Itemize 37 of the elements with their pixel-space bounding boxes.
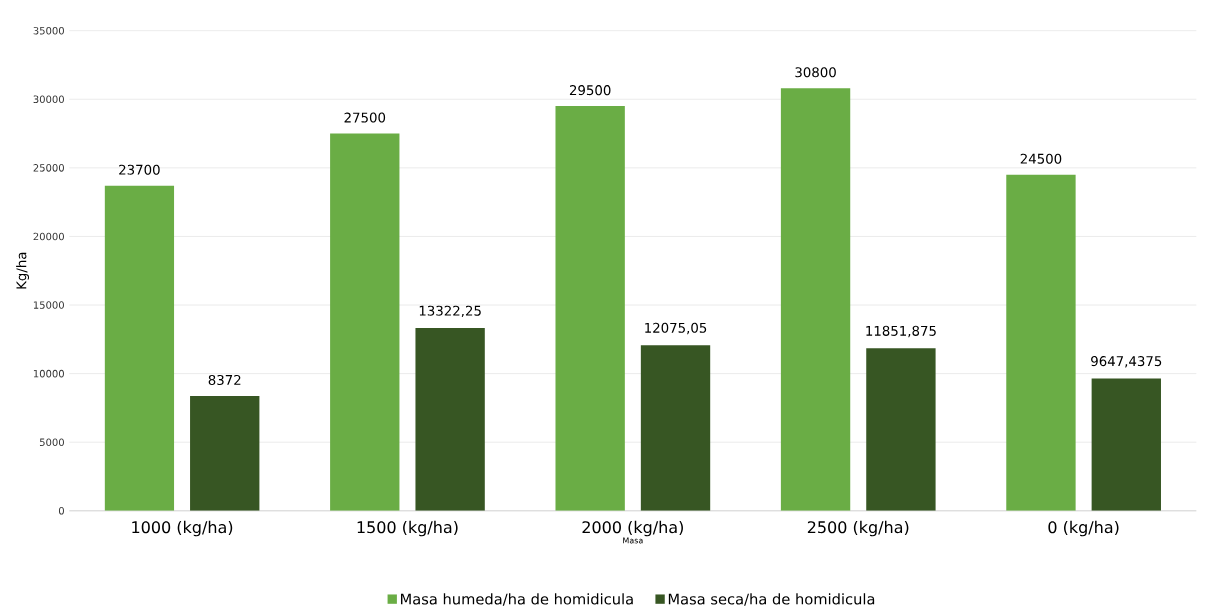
data-label: 29500 [569,85,611,96]
bar [104,185,175,511]
y-tick-label: 20000 [33,232,64,241]
x-tick-label: 1000 (kg/ha) [132,520,233,537]
x-tick-label: 0 (kg/ha) [1048,520,1119,537]
data-label: 30800 [795,67,836,78]
y-tick-label: 5000 [39,438,64,447]
y-tick-label: 0 [58,507,64,515]
y-axis-title: Kg/ha [16,252,30,289]
bar [1006,174,1076,511]
bar [780,88,851,511]
bar [415,328,485,511]
x-axis-title: Masa [623,537,643,544]
y-tick-label: 10000 [33,369,64,378]
legend-label: Masa seca/ha de homidicula [668,593,875,606]
y-tick-label: 15000 [33,301,64,309]
bar [1091,378,1161,511]
legend-label: Masa humeda/ha de homidicula [401,593,633,606]
data-label: 11851,875 [866,325,936,338]
data-label: 23700 [119,164,160,175]
y-tick-label: 30000 [33,95,64,104]
bar [330,133,400,511]
data-label: 8372 [208,374,241,386]
x-tick-label: 1500 (kg/ha) [357,520,458,537]
bar [640,345,711,511]
x-tick-label: 2500 (kg/ha) [807,520,909,537]
data-label: 27500 [344,112,386,123]
bar [555,106,625,511]
data-label: 13322,25 [419,305,481,318]
y-tick-label: 35000 [33,26,64,35]
x-tick-label: 2000 (kg/ha) [582,520,683,537]
y-tick-label: 25000 [33,164,64,172]
data-label: 24500 [1020,153,1062,164]
data-label: 12075,05 [645,322,707,335]
data-label: 9647,4375 [1091,356,1162,368]
bar [190,396,260,511]
bar [866,348,936,511]
